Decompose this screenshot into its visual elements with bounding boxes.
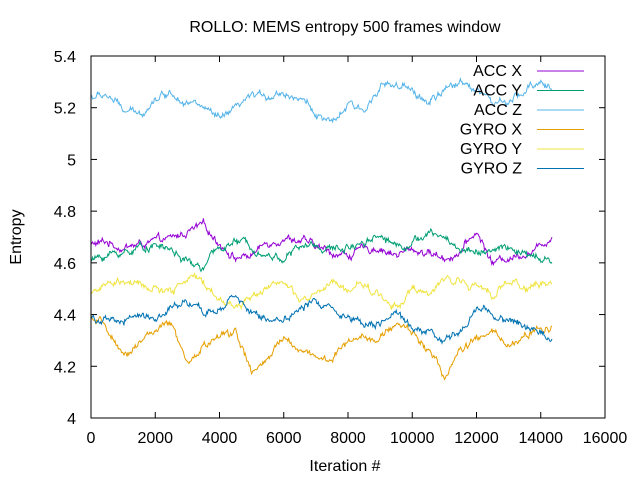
legend: ACC X ACC Y ACC Z GYRO X GYRO Y GYRO Z [460, 63, 584, 178]
x-tick-label: 16000 [583, 430, 628, 447]
y-axis-title: Entropy [8, 209, 25, 264]
legend-label: ACC Y [473, 83, 522, 100]
legend-label: GYRO Y [460, 141, 522, 158]
x-tick-label: 14000 [519, 430, 564, 447]
series-line-acc-x [90, 218, 553, 267]
series-line-acc-y [90, 227, 553, 273]
legend-label: ACC Z [474, 102, 522, 119]
x-tick-label: 0 [87, 430, 96, 447]
series-line-gyro-x [90, 315, 553, 381]
legend-label: GYRO Z [461, 161, 523, 178]
y-tick-label: 5.4 [54, 49, 76, 66]
plot-frame [90, 55, 606, 419]
y-tick-label: 4.4 [54, 308, 76, 325]
y-tick-label: 4.6 [54, 256, 76, 273]
series-lines [90, 77, 553, 381]
series-line-acc-z [90, 77, 553, 124]
x-tick-label: 12000 [454, 430, 499, 447]
x-tick-label: 2000 [137, 430, 173, 447]
x-tick-label: 10000 [390, 430, 435, 447]
legend-label: GYRO X [460, 122, 523, 139]
y-tick-label: 4.2 [54, 359, 76, 376]
y-tick-label: 4.8 [54, 204, 76, 221]
series-line-gyro-y [90, 272, 553, 311]
y-tick-label: 4 [67, 411, 76, 428]
y-tick-label: 5.2 [54, 101, 76, 118]
x-tick-label: 6000 [266, 430, 302, 447]
x-tick-label: 4000 [202, 430, 238, 447]
x-tick-label: 8000 [330, 430, 366, 447]
chart-title: ROLLO: MEMS entropy 500 frames window [189, 19, 501, 36]
x-axis-title: Iteration # [309, 458, 380, 475]
series-line-gyro-z [90, 294, 553, 345]
y-tick-label: 5 [67, 152, 76, 169]
y-axis-ticks: 4 4.2 4.4 4.6 4.8 5 5.2 5.4 [54, 49, 605, 428]
legend-label: ACC X [473, 63, 522, 80]
x-axis-ticks: 0 2000 4000 6000 8000 10000 12000 14000 16000 [87, 56, 628, 447]
